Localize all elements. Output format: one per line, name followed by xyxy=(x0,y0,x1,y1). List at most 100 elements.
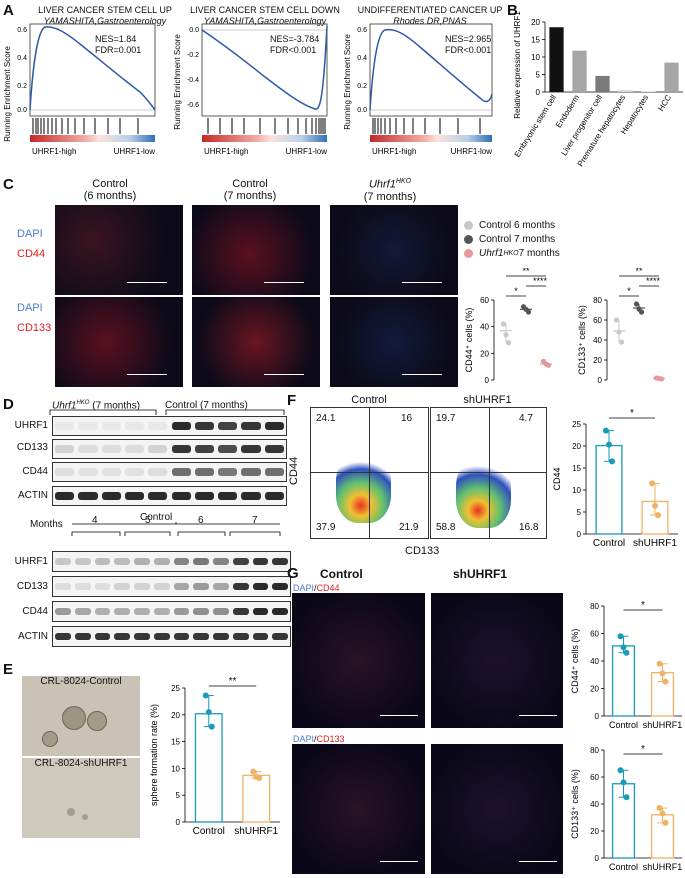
blot-cd133 xyxy=(52,439,287,459)
sig-label: **** xyxy=(533,276,548,286)
blot-band xyxy=(264,422,284,430)
blot-cd133-time xyxy=(52,576,291,597)
gsea-ylabel-2: Running Enrichment Score xyxy=(173,34,182,130)
blot-band xyxy=(153,582,170,591)
d-months-label: Months xyxy=(30,519,63,530)
f-title-shuhrf1: shUHRF1 xyxy=(463,394,512,406)
d-ctrl-header: Control (7 months) xyxy=(165,400,248,411)
data-point xyxy=(202,692,209,699)
blot-band xyxy=(78,492,98,500)
data-point xyxy=(652,502,658,509)
panel-label-c: C xyxy=(3,176,14,193)
data-point xyxy=(662,678,669,685)
y-tick-label: 25 xyxy=(572,420,581,429)
blot-band xyxy=(114,607,130,616)
y-tick-label: 20 xyxy=(593,356,602,365)
blot-uhrf1 xyxy=(52,416,287,436)
blot-actin xyxy=(52,486,287,506)
gsea-fdr-3: FDR<0.001 xyxy=(445,45,492,55)
d-group-brackets xyxy=(49,409,285,415)
blot-band xyxy=(94,582,111,591)
blot-band xyxy=(101,422,121,430)
g-title-control: Control xyxy=(320,567,363,581)
blot-band xyxy=(74,582,91,591)
blot-band xyxy=(232,607,249,616)
d-month: 7 xyxy=(252,515,258,526)
gsea-title-2: LIVER CANCER STEM CELL DOWN xyxy=(190,5,340,15)
blot-band xyxy=(213,582,229,591)
blot-actin-time xyxy=(52,626,291,647)
data-point xyxy=(623,794,630,801)
blot-band xyxy=(252,632,269,641)
y-tick-label: 15 xyxy=(531,36,540,45)
data-point xyxy=(613,317,620,323)
blot-band xyxy=(173,557,190,566)
y-tick-label: 5 xyxy=(176,791,181,800)
b-ylabel: Relative expression of UHRF1 xyxy=(513,11,522,119)
gsea-ytick: 0.4 xyxy=(17,55,27,62)
blot-band xyxy=(213,607,229,616)
f-ylabel: CD44 xyxy=(288,456,300,485)
y-tick-label: 0 xyxy=(176,818,181,827)
d-blot-label: CD133 xyxy=(16,581,48,592)
y-tick-label: 20 xyxy=(171,711,180,720)
gsea-svg-1: Running Enrichment Score 0.6 0.4 0.2 0.0… xyxy=(3,23,156,156)
blot-band xyxy=(94,607,111,616)
x-tick-label: shUHRF1 xyxy=(643,862,683,872)
d-blot-label: CD133 xyxy=(16,442,48,453)
gsea-nes-2: NES=-3.784 xyxy=(270,34,320,44)
blot-band xyxy=(193,557,209,566)
y-tick-label: 80 xyxy=(590,602,599,611)
blot-band xyxy=(78,468,98,476)
blot-band xyxy=(232,632,249,641)
blot-band xyxy=(74,557,91,566)
blot-band xyxy=(101,445,121,453)
chart-ylabel: CD133⁺ cells (%) xyxy=(577,305,587,375)
svg-text:-0.4: -0.4 xyxy=(187,77,199,84)
blot-band xyxy=(78,422,98,430)
blot-band xyxy=(55,492,75,500)
y-tick-label: 40 xyxy=(590,800,599,809)
blot-band xyxy=(193,582,209,591)
micrograph-c-ko-cd133 xyxy=(330,297,458,387)
y-tick-label: 60 xyxy=(593,316,602,325)
data-point xyxy=(505,340,512,346)
bar xyxy=(595,75,610,92)
panel-label-g: G xyxy=(287,565,299,582)
blot-band xyxy=(124,445,145,453)
blot-band xyxy=(55,582,71,591)
gsea-subtitle-3: Rhodes DR,PNAS xyxy=(393,16,467,26)
blot-band xyxy=(78,445,98,453)
y-tick-label: 5 xyxy=(536,71,541,80)
y-tick-label: 15 xyxy=(171,738,180,747)
data-point xyxy=(617,767,624,774)
sig-label: * xyxy=(630,408,634,419)
sig-label: ** xyxy=(522,268,530,276)
blot-band xyxy=(124,468,145,476)
blot-band xyxy=(171,445,191,453)
data-point xyxy=(649,480,655,487)
y-tick-label: 40 xyxy=(590,657,599,666)
blot-band xyxy=(194,468,215,476)
gsea-ytick: 0.2 xyxy=(17,83,27,90)
gsea-subtitle-1: YAMASHITA,Gastroenterology xyxy=(43,16,167,26)
micrograph-g-control-cd133 xyxy=(292,744,425,874)
sig-label: * xyxy=(627,286,631,296)
blot-cd44-time xyxy=(52,601,291,622)
y-tick-label: 15 xyxy=(572,464,581,473)
data-point xyxy=(606,441,612,448)
gsea-svg-3: Running Enrichment Score 0.6 0.4 0.2 0.0… xyxy=(343,23,493,156)
blot-band xyxy=(153,557,170,566)
blot-band xyxy=(218,492,238,500)
svg-text:UHRF1-high: UHRF1-high xyxy=(372,147,416,156)
sig-label: **** xyxy=(646,276,661,286)
svg-text:0.4: 0.4 xyxy=(357,55,367,62)
x-tick-label: Liver progenitor cell xyxy=(560,93,605,157)
blot-band xyxy=(272,582,288,591)
blot-band xyxy=(55,607,71,616)
blot-band xyxy=(193,632,209,641)
blot-band xyxy=(232,582,249,591)
bar xyxy=(611,645,636,717)
panel-label-e: E xyxy=(3,661,14,678)
blot-band xyxy=(55,468,75,476)
